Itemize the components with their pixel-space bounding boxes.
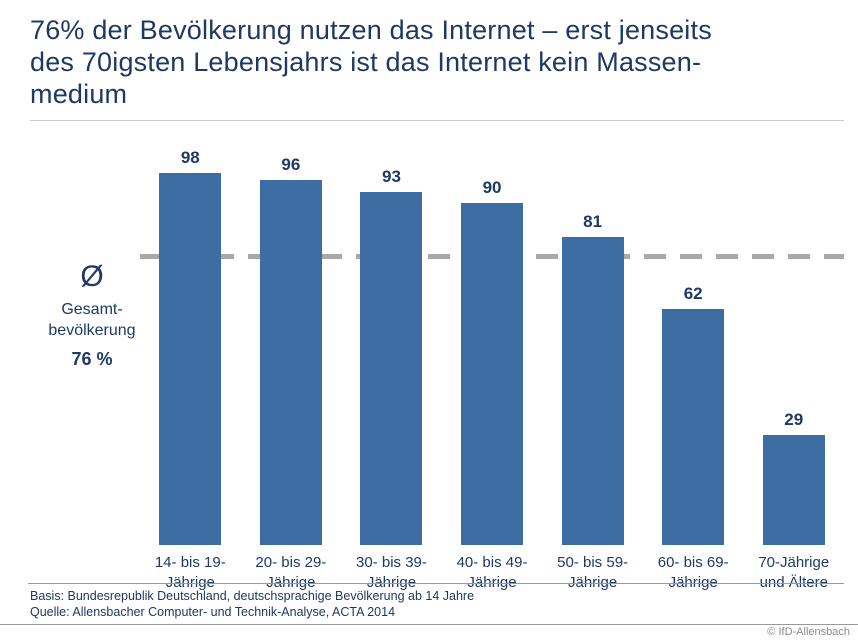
category-label: 20- bis 29- Jährige <box>255 554 327 591</box>
bar <box>561 237 624 545</box>
average-value: 76 % <box>71 349 113 369</box>
title-divider <box>30 120 844 121</box>
footer-quelle: Quelle: Allensbacher Computer- und Techn… <box>30 605 396 619</box>
bar <box>762 435 825 545</box>
average-label: Gesamt- bevölkerung <box>48 301 136 339</box>
chart-title: 76% der Bevölkerung nutzen das Internet … <box>30 15 712 109</box>
bar-column: 96 <box>241 155 342 545</box>
footer-divider-bottom <box>0 624 858 625</box>
bar <box>662 309 725 545</box>
bar <box>259 180 322 545</box>
bar <box>159 173 222 545</box>
bar-column: 90 <box>442 178 543 545</box>
category-label: 14- bis 19- Jährige <box>154 554 226 591</box>
bar-value-label: 29 <box>784 410 804 429</box>
bar <box>461 203 524 545</box>
footer-divider-top <box>28 583 844 584</box>
bar-column: 81 <box>542 212 643 545</box>
footer-basis: Basis: Bundesrepublik Deutschland, deuts… <box>30 589 475 603</box>
footer: Basis: Bundesrepublik Deutschland, deuts… <box>0 583 858 640</box>
bar-value-label: 90 <box>482 178 502 197</box>
category-label: 40- bis 49- Jährige <box>456 554 528 591</box>
bar-column: 98 <box>140 148 241 545</box>
bar-value-label: 93 <box>381 167 401 186</box>
bar-column: 62 <box>643 284 744 545</box>
bar-plot: 98 96 93 90 81 62 29 <box>140 135 844 545</box>
bar-value-label: 62 <box>683 284 703 303</box>
average-label-block: Ø Gesamt- bevölkerung 76 % <box>34 261 150 370</box>
category-label: 70-Jährige und Ältere <box>758 554 830 591</box>
category-label: 30- bis 39- Jährige <box>356 554 427 591</box>
bar <box>360 192 423 545</box>
bar-column: 29 <box>743 410 844 545</box>
bar-column: 93 <box>341 167 442 545</box>
footer-copyright: © IfD-Allensbach <box>767 626 850 638</box>
category-label: 50- bis 59- Jährige <box>557 554 629 591</box>
bar-value-label: 96 <box>281 155 301 174</box>
average-symbol: Ø <box>80 260 104 293</box>
bar-value-label: 98 <box>180 148 200 167</box>
category-row: 14- bis 19- Jährige 20- bis 29- Jährige 30… <box>140 553 844 593</box>
bar-chart: 98 96 93 90 81 62 29 14- bis 19- Jährige 20- bi… <box>0 135 858 591</box>
category-label: 60- bis 69- Jährige <box>657 554 729 591</box>
bar-value-label: 81 <box>583 212 603 231</box>
